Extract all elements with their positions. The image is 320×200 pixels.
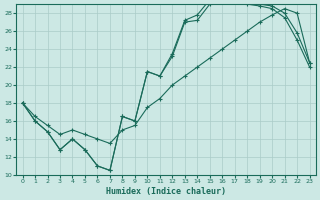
X-axis label: Humidex (Indice chaleur): Humidex (Indice chaleur) xyxy=(106,187,226,196)
